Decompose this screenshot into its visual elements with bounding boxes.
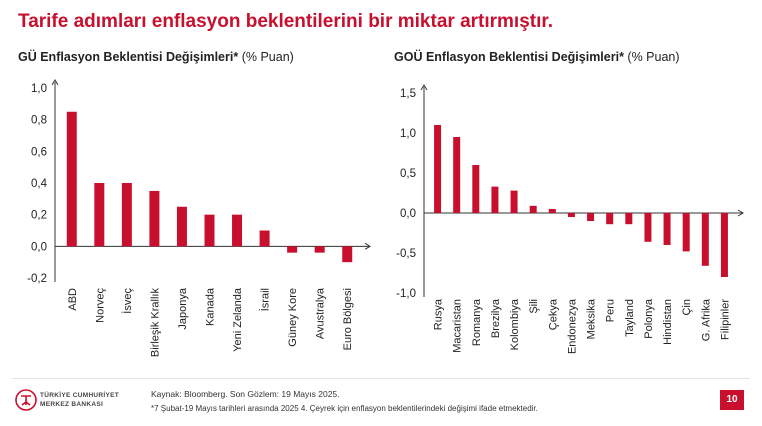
- right-bar: [625, 213, 633, 225]
- footnote-text: *7 Şubat-19 Mayıs tarihleri arasında 202…: [151, 404, 538, 413]
- left-category-label: Kanada: [205, 287, 217, 326]
- right-category-label: Polonya: [643, 298, 655, 339]
- footer-divider: [12, 378, 750, 379]
- right-chart-title: GOÜ Enflasyon Beklentisi Değişimleri* (%…: [394, 50, 680, 64]
- left-x-axis-arrow: [364, 242, 371, 250]
- right-category-label: Tayland: [624, 299, 636, 337]
- right-bar: [701, 213, 709, 266]
- right-bar: [720, 213, 728, 277]
- left-chart-title-text: GÜ Enflasyon Beklentisi Değişimleri*: [18, 50, 239, 64]
- right-bar: [663, 213, 671, 245]
- right-category-label: Peru: [605, 299, 617, 322]
- left-bar: [314, 246, 325, 253]
- left-bar: [94, 183, 105, 247]
- right-category-label: Endonezya: [566, 298, 578, 354]
- right-category-label: Brezilya: [490, 298, 502, 338]
- left-category-label: ABD: [67, 288, 79, 311]
- left-category-label: Avustralya: [315, 287, 327, 339]
- logo-text: TÜRKİYE CUMHURİYET MERKEZ BANKASI: [40, 391, 119, 409]
- right-x-axis-arrow: [737, 209, 744, 217]
- right-category-label: Çin: [681, 299, 693, 316]
- left-chart-title: GÜ Enflasyon Beklentisi Değişimleri* (% …: [18, 50, 294, 64]
- right-ytick-label: 1,0: [400, 128, 416, 140]
- left-bar: [232, 214, 243, 247]
- left-category-label: Güney Kore: [287, 288, 299, 347]
- left-ytick-label: 1,0: [31, 83, 47, 95]
- left-ytick-label: 0,6: [31, 146, 47, 158]
- right-ytick-label: -1,0: [396, 288, 416, 300]
- left-bar: [259, 230, 270, 247]
- left-category-label: İsveç: [121, 288, 134, 314]
- right-bar: [682, 213, 690, 252]
- page-number: 10: [720, 390, 744, 410]
- left-ytick-label: 0,4: [31, 178, 48, 190]
- right-category-label: Filipinler: [719, 299, 731, 340]
- right-bar: [434, 125, 442, 213]
- right-ytick-label: -0,5: [396, 248, 416, 260]
- left-bar: [176, 206, 187, 247]
- left-category-label: Euro Bölgesi: [342, 288, 354, 350]
- right-bar: [567, 213, 575, 217]
- right-chart-title-text: GOÜ Enflasyon Beklentisi Değişimleri*: [394, 50, 624, 64]
- right-category-label: Şili: [528, 299, 540, 314]
- left-ytick-label: 0,2: [31, 210, 47, 222]
- left-ytick-label: 0,0: [31, 241, 47, 253]
- right-bar: [491, 186, 499, 213]
- right-bar: [472, 165, 480, 213]
- right-category-label: Hindistan: [662, 299, 674, 345]
- left-bar: [342, 246, 353, 263]
- left-category-label: Birleşik Krallık: [149, 288, 161, 358]
- source-text: Kaynak: Bloomberg. Son Gözlem: 19 Mayıs …: [151, 389, 340, 399]
- right-bar: [644, 213, 652, 242]
- right-bar: [529, 205, 537, 213]
- left-bar: [287, 246, 298, 253]
- right-category-label: G. Afrika: [700, 298, 712, 341]
- left-category-label: İsrail: [259, 288, 272, 311]
- right-bar: [510, 190, 518, 213]
- left-bar: [149, 190, 160, 247]
- right-ytick-label: 1,5: [400, 88, 416, 100]
- right-category-label: Çekya: [547, 298, 559, 330]
- slide-title: Tarife adımları enflasyon beklentilerini…: [18, 11, 553, 32]
- left-bar-chart: -0,2 0,0 0,2 0,4 0,6 0,8 1,0 ABD Norveç İsveç Birl…: [27, 79, 371, 358]
- left-chart-unit: (% Puan): [241, 50, 294, 64]
- right-bar: [606, 213, 614, 225]
- right-bar: [548, 209, 556, 213]
- left-ytick-label: -0,2: [27, 273, 47, 285]
- logo-line-2: MERKEZ BANKASI: [40, 401, 104, 408]
- right-chart-unit: (% Puan): [627, 50, 680, 64]
- left-bar: [66, 111, 77, 247]
- right-category-label: Kolombiya: [509, 298, 521, 350]
- left-y-axis-arrow: [51, 79, 59, 86]
- left-ytick-label: 0,8: [31, 115, 47, 127]
- right-category-label: Meksika: [586, 298, 598, 339]
- right-bar: [453, 137, 461, 213]
- right-bar-chart: -1,0 -0,5 0,0 0,5 1,0 1,5 Rusya Macaristan Roman…: [396, 84, 744, 354]
- logo-line-1: TÜRKİYE CUMHURİYET: [40, 392, 120, 399]
- left-category-label: Norveç: [94, 288, 106, 323]
- right-bar: [587, 213, 595, 221]
- right-ytick-label: 0,0: [400, 208, 416, 220]
- left-category-label: Japonya: [177, 287, 189, 329]
- left-bar: [204, 214, 215, 247]
- cbrt-logo-icon: [15, 389, 37, 411]
- right-category-label: Macaristan: [452, 299, 464, 353]
- left-category-label: Yeni Zelanda: [232, 287, 244, 352]
- right-ytick-label: 0,5: [400, 168, 416, 180]
- left-bar: [121, 183, 132, 247]
- right-category-label: Romanya: [471, 298, 483, 346]
- right-category-label: Rusya: [433, 298, 445, 330]
- right-y-axis-arrow: [420, 84, 428, 91]
